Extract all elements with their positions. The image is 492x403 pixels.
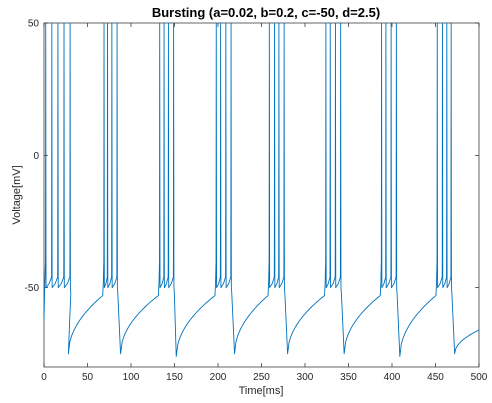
x-tick-label: 150 <box>166 372 183 383</box>
x-axis-label: Time[ms] <box>239 385 284 397</box>
x-tick-label: 0 <box>41 372 47 383</box>
axis-tick-labels: 0 50 100 150 200 250 300 350 400 450 500 -50 0 50 <box>25 19 488 384</box>
y-tick-label: -50 <box>25 283 40 294</box>
x-tick-label: 50 <box>82 372 94 383</box>
x-tick-label: 250 <box>253 372 270 383</box>
y-axis-label: Voltage[mV] <box>11 165 23 224</box>
axis-ticks <box>43 22 480 367</box>
x-tick-label: 400 <box>384 372 401 383</box>
x-tick-label: 300 <box>297 372 314 383</box>
x-tick-label: 200 <box>210 372 227 383</box>
y-tick-label: 50 <box>28 19 40 30</box>
y-tick-label: 0 <box>33 151 39 162</box>
x-tick-label: 500 <box>471 372 488 383</box>
plot-area <box>43 22 480 368</box>
voltage-trace-line <box>43 22 480 357</box>
x-tick-label: 100 <box>123 372 140 383</box>
x-tick-label: 450 <box>427 372 444 383</box>
chart-title: Bursting (a=0.02, b=0.2, c=-50, d=2.5) <box>152 5 380 20</box>
x-tick-label: 350 <box>340 372 357 383</box>
